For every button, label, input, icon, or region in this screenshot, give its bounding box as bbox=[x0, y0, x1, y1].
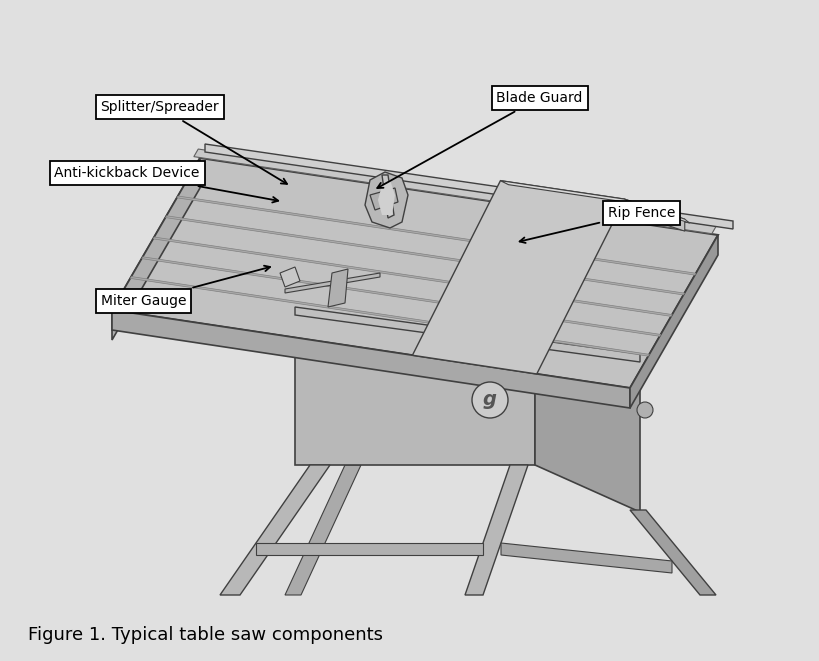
Polygon shape bbox=[285, 273, 379, 293]
Polygon shape bbox=[295, 315, 534, 465]
Polygon shape bbox=[382, 175, 393, 218]
Polygon shape bbox=[177, 196, 695, 275]
Polygon shape bbox=[464, 465, 527, 595]
Polygon shape bbox=[624, 199, 689, 223]
Text: Figure 1. Typical table saw components: Figure 1. Typical table saw components bbox=[28, 626, 382, 644]
Polygon shape bbox=[112, 158, 200, 340]
Polygon shape bbox=[219, 465, 329, 595]
Text: Rip Fence: Rip Fence bbox=[519, 206, 674, 243]
Polygon shape bbox=[369, 188, 397, 210]
Text: Anti-kickback Device: Anti-kickback Device bbox=[54, 166, 278, 202]
Polygon shape bbox=[256, 543, 482, 555]
Polygon shape bbox=[629, 510, 715, 595]
Circle shape bbox=[636, 402, 652, 418]
Polygon shape bbox=[153, 237, 672, 317]
Polygon shape bbox=[193, 149, 715, 234]
Text: Splitter/Spreader: Splitter/Spreader bbox=[101, 100, 287, 184]
Circle shape bbox=[472, 382, 508, 418]
Polygon shape bbox=[500, 180, 632, 203]
Polygon shape bbox=[364, 172, 408, 228]
Polygon shape bbox=[112, 158, 717, 388]
Polygon shape bbox=[534, 315, 639, 512]
Polygon shape bbox=[130, 276, 649, 356]
Polygon shape bbox=[295, 307, 639, 362]
Polygon shape bbox=[629, 235, 717, 408]
Text: Miter Gauge: Miter Gauge bbox=[101, 266, 269, 308]
Polygon shape bbox=[279, 267, 300, 287]
Polygon shape bbox=[112, 310, 629, 408]
Polygon shape bbox=[328, 269, 347, 307]
Text: g: g bbox=[482, 391, 496, 410]
Polygon shape bbox=[412, 180, 624, 374]
Polygon shape bbox=[165, 215, 684, 295]
Text: Blade Guard: Blade Guard bbox=[377, 91, 582, 188]
Polygon shape bbox=[624, 199, 684, 231]
Polygon shape bbox=[205, 144, 732, 229]
Polygon shape bbox=[500, 543, 672, 573]
Polygon shape bbox=[142, 257, 660, 336]
Polygon shape bbox=[378, 180, 395, 215]
Polygon shape bbox=[285, 465, 360, 595]
